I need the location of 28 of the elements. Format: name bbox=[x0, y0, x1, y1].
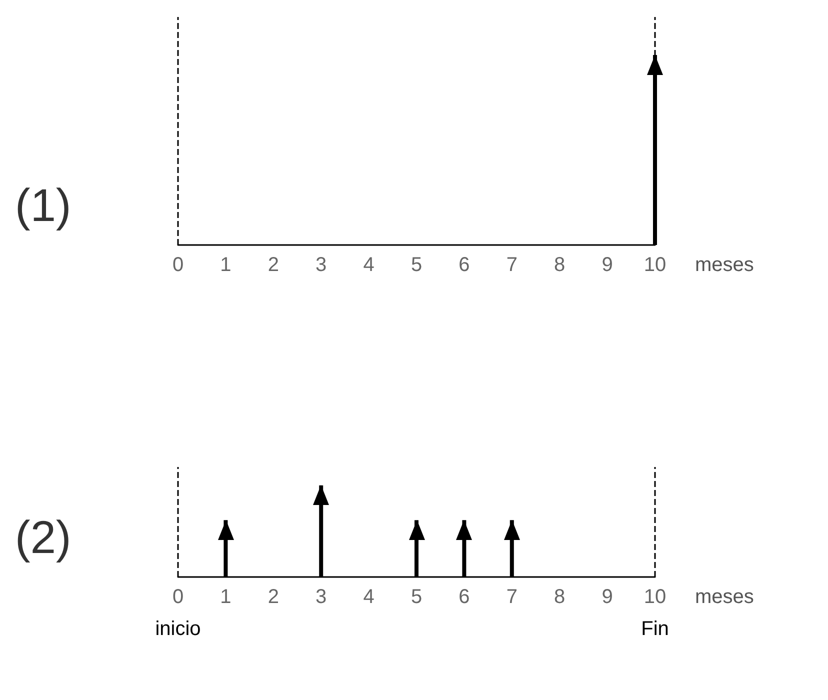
x-tick-label: 6 bbox=[458, 586, 470, 608]
x-tick-label: 2 bbox=[268, 586, 279, 608]
text: (1) bbox=[15, 179, 72, 231]
x-tick-label: 9 bbox=[602, 586, 613, 608]
x-tick-label: 7 bbox=[506, 254, 518, 276]
text: (2) bbox=[15, 511, 72, 563]
x-axis-title: meses bbox=[695, 254, 754, 276]
x-tick-label: 3 bbox=[316, 254, 327, 276]
x-tick-label: 10 bbox=[644, 586, 666, 608]
x-tick-label: 10 bbox=[644, 254, 666, 276]
x-tick-label: 2 bbox=[268, 254, 279, 276]
x-tick-label: 1 bbox=[220, 586, 232, 608]
x-tick-label: 5 bbox=[410, 254, 422, 276]
x-tick-label: 8 bbox=[554, 254, 566, 276]
x-tick-label: 8 bbox=[554, 586, 566, 608]
x-tick-label: 0 bbox=[172, 254, 184, 276]
x-tick-label: 1 bbox=[220, 254, 232, 276]
x-tick-label: 0 bbox=[172, 586, 184, 608]
x-axis-title: meses bbox=[695, 586, 754, 608]
x-tick-label: 4 bbox=[363, 254, 374, 276]
x-tick-label: 3 bbox=[316, 586, 327, 608]
x-tick-label: 7 bbox=[506, 586, 518, 608]
ref-line-label: inicio bbox=[155, 618, 201, 640]
x-tick-label: 4 bbox=[363, 586, 374, 608]
x-tick-label: 9 bbox=[602, 254, 613, 276]
x-tick-label: 5 bbox=[410, 586, 422, 608]
ref-line-label: Fin bbox=[641, 618, 669, 640]
x-tick-label: 6 bbox=[458, 254, 470, 276]
